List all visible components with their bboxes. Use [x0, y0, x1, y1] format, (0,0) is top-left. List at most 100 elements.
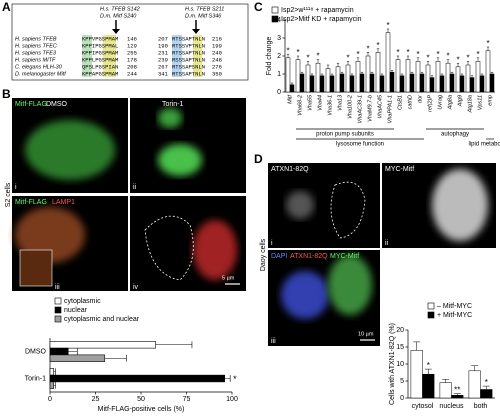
error-bar [320, 73, 324, 76]
x-tick-label: 100 [226, 396, 238, 403]
cell [328, 255, 372, 315]
significance: * [286, 46, 289, 55]
sequence: QPSLPGSPIAN [82, 63, 118, 70]
bar [395, 59, 401, 93]
bar [415, 61, 421, 93]
error-bar [410, 71, 414, 74]
y-tick-label: DMSO [25, 348, 47, 355]
significance: * [436, 50, 439, 59]
significance: * [466, 54, 469, 63]
x-tick-label: Atg18a [467, 95, 473, 113]
error-bar [290, 82, 294, 85]
sequence: RTSSAPSNLN [172, 63, 205, 70]
species-name: D. melanogaster Mitf [15, 71, 66, 77]
highlight [103, 35, 116, 77]
sequence: KPPVPGSPMAM [82, 35, 118, 42]
x-tick-label: VhaM9.7-b [367, 95, 373, 122]
significance: * [427, 361, 430, 370]
y-tick-label: 20 [396, 327, 404, 334]
bar [299, 73, 305, 93]
significance: * [476, 50, 479, 59]
sequence: KPPLPGSPMAM [82, 56, 118, 63]
cell [158, 144, 202, 176]
significance: * [426, 54, 429, 63]
microscopy-d: ATXN1-82Q MYC-Mitf DAPI ATXN1-82Q MYC-Mi… [260, 163, 496, 346]
x-tick-label: VhaAC45 [377, 94, 383, 118]
bar [325, 68, 331, 93]
residue-number: 208 [127, 63, 137, 70]
stain-label: DAPI [271, 253, 287, 260]
stain-label: MYC-Mitf [330, 253, 359, 260]
error-bar [155, 341, 193, 349]
error-bar [366, 52, 370, 56]
bar [285, 57, 291, 93]
bar [49, 354, 105, 362]
error-bar [466, 61, 470, 65]
bar [379, 75, 385, 93]
residue-number: 267 [158, 63, 168, 70]
legend-swatch [271, 6, 279, 14]
legend-label: Isp2>w¹¹¹⁸ + rapamycin [281, 7, 354, 14]
significance: * [396, 48, 399, 57]
site-label: D.m. Mitf S240 [100, 13, 137, 19]
x-tick-label: Vha44 [317, 95, 323, 111]
error-bar [446, 59, 450, 64]
error-bar [53, 368, 56, 376]
inset [19, 249, 53, 287]
error-bar [300, 71, 304, 74]
significance: * [233, 374, 237, 384]
stain-label: MYC-Mitf [385, 166, 414, 173]
x-tick-label: 0 [48, 396, 52, 403]
bar [49, 341, 156, 349]
sequence: RTSSAPTNLN [172, 70, 205, 77]
residue-number: 207 [158, 35, 168, 42]
bar [319, 75, 325, 93]
bar [315, 62, 321, 93]
bar [339, 73, 345, 93]
bar [49, 368, 54, 376]
arrow-head [112, 29, 120, 34]
bar [369, 73, 375, 93]
site-label: D.m. Mitf S346 [185, 13, 222, 19]
bar [335, 66, 341, 93]
site-label: H.s. TFEB S211 [185, 6, 224, 12]
cell [15, 207, 85, 263]
legend-swatch [54, 297, 62, 305]
residue-number: 244 [127, 70, 138, 77]
bar [439, 382, 452, 399]
y-tick-label: 0 [277, 89, 281, 96]
error-bar [426, 61, 430, 65]
species-name: C. elegans HLH-30 [15, 64, 63, 70]
x-tick-label: VhaPPA1-1 [387, 95, 393, 123]
y-tick-label: 2 [277, 53, 281, 60]
stain-label: ATXN1-82Q [290, 253, 328, 260]
error-bar [376, 48, 380, 53]
residue-number: 255 [127, 49, 137, 56]
error-bar [310, 73, 314, 76]
bar [465, 64, 471, 93]
stain-label: LAMP1 [52, 199, 75, 206]
bar [355, 61, 361, 93]
error-bar [330, 73, 334, 76]
bar [49, 381, 54, 389]
alignment: H.s. TFEB S142 D.m. Mitf S240 H.s. TFEB … [82, 6, 224, 77]
x-tick-label: dor [417, 94, 423, 103]
error-bar [453, 393, 461, 396]
nucleus [281, 271, 329, 319]
sequence: RSSSAPTNLN [172, 56, 205, 63]
condition-label: Torin-1 [162, 101, 184, 108]
significance: * [456, 55, 459, 64]
bar [469, 77, 475, 93]
x-tick-label: Vha68-2 [297, 95, 303, 116]
error-bar [440, 73, 444, 76]
residue-number: 199 [212, 42, 222, 49]
error-bar [436, 57, 440, 62]
error-bar [346, 61, 350, 65]
y-axis-label: Cells with ATXN1-82Q (%) [389, 323, 396, 405]
sequence: RTSSAPTNLN [172, 49, 205, 56]
bar [385, 32, 391, 93]
x-tick-label: both [474, 403, 488, 410]
bar [425, 64, 431, 93]
bar [449, 73, 455, 93]
error-bar [470, 75, 474, 78]
